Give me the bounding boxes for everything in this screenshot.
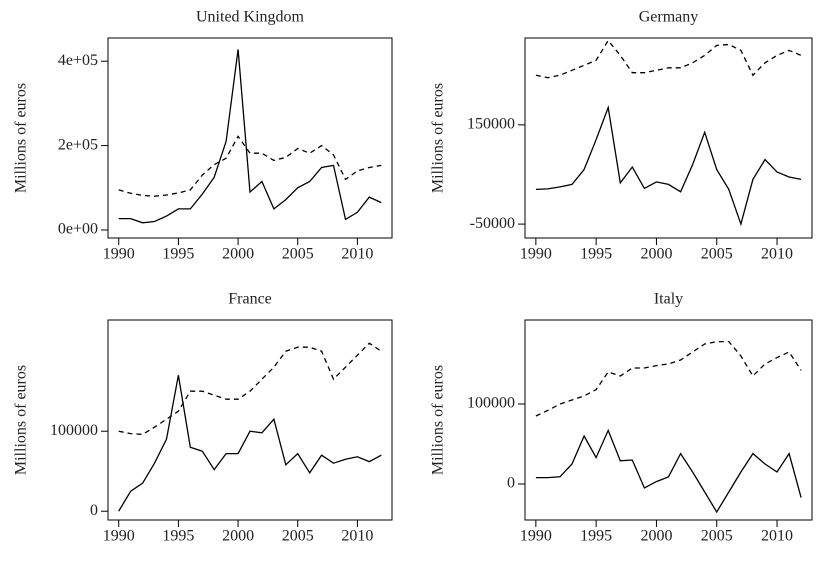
data-line bbox=[535, 104, 802, 227]
x-tick-label: 1990 bbox=[520, 528, 552, 545]
y-tick-label: 100000 bbox=[467, 395, 515, 412]
y-tick-label: 0 bbox=[90, 502, 98, 519]
x-tick-label: 2005 bbox=[701, 246, 733, 263]
x-tick-label: 1995 bbox=[580, 246, 612, 263]
x-tick-label: 2005 bbox=[701, 528, 733, 545]
x-tick-label: 1990 bbox=[103, 246, 135, 263]
panel-title: Italy bbox=[654, 291, 683, 308]
x-tick-label: 1995 bbox=[162, 246, 194, 263]
data-line bbox=[118, 342, 382, 436]
y-tick-label: 4e+05 bbox=[58, 52, 98, 69]
x-tick-label: 1995 bbox=[580, 528, 612, 545]
y-tick-label: -50000 bbox=[470, 215, 515, 232]
x-tick-label: 1990 bbox=[520, 246, 552, 263]
x-tick-label: 1995 bbox=[162, 528, 194, 545]
x-tick-label: 1990 bbox=[103, 528, 135, 545]
x-tick-label: 2005 bbox=[282, 528, 314, 545]
data-line bbox=[535, 428, 802, 514]
data-line bbox=[118, 49, 382, 224]
x-tick-label: 2000 bbox=[640, 246, 672, 263]
panel-title: France bbox=[228, 291, 272, 308]
x-tick-label: 2000 bbox=[640, 528, 672, 545]
y-axis-label: Millions of euros bbox=[13, 83, 30, 193]
x-tick-label: 2000 bbox=[222, 528, 254, 545]
x-tick-label: 2010 bbox=[761, 528, 793, 545]
plot-frame bbox=[107, 37, 393, 239]
data-line bbox=[535, 340, 802, 417]
x-tick-label: 2010 bbox=[341, 246, 373, 263]
data-line bbox=[118, 135, 382, 197]
plot-frame bbox=[524, 319, 813, 521]
x-tick-label: 2000 bbox=[222, 246, 254, 263]
panel-title: United Kingdom bbox=[196, 9, 305, 26]
data-line bbox=[118, 375, 382, 512]
panel-title: Germany bbox=[639, 9, 699, 26]
y-tick-label: 2e+05 bbox=[58, 136, 98, 153]
y-tick-label: 150000 bbox=[467, 116, 515, 133]
plot-frame bbox=[107, 319, 393, 521]
y-axis-label: Millions of euros bbox=[430, 83, 447, 193]
x-tick-label: 2010 bbox=[341, 528, 373, 545]
data-line bbox=[535, 39, 802, 79]
y-axis-label: Millions of euros bbox=[430, 365, 447, 475]
plot-frame bbox=[524, 37, 813, 239]
y-tick-label: 0 bbox=[507, 475, 515, 492]
x-tick-label: 2010 bbox=[761, 246, 793, 263]
y-tick-label: 0e+00 bbox=[58, 221, 98, 238]
y-axis-label: Millions of euros bbox=[13, 365, 30, 475]
y-tick-label: 100000 bbox=[50, 422, 98, 439]
x-tick-label: 2005 bbox=[282, 246, 314, 263]
